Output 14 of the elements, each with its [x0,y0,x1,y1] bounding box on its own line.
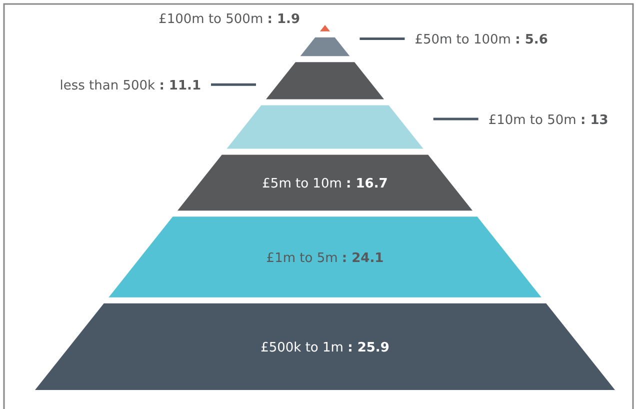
data-label: : 24.1 [342,250,384,266]
category-label: £500k to 1m [260,340,348,356]
data-label: : 1.9 [267,12,300,28]
category-label: £1m to 5m [266,250,342,266]
category-label: £10m to 50m [488,113,580,128]
data-label: : 16.7 [346,176,388,192]
data-label: : 25.9 [348,340,390,356]
category-label: less than 500k [60,78,160,94]
category-label: £5m to 10m [262,176,346,192]
data-label: : 11.1 [159,78,202,94]
data-label: : 5.6 [515,32,548,48]
category-label: £50m to 100m [414,32,516,48]
data-label: : 13 [580,113,608,128]
category-label: £100m to 500m [158,12,268,28]
